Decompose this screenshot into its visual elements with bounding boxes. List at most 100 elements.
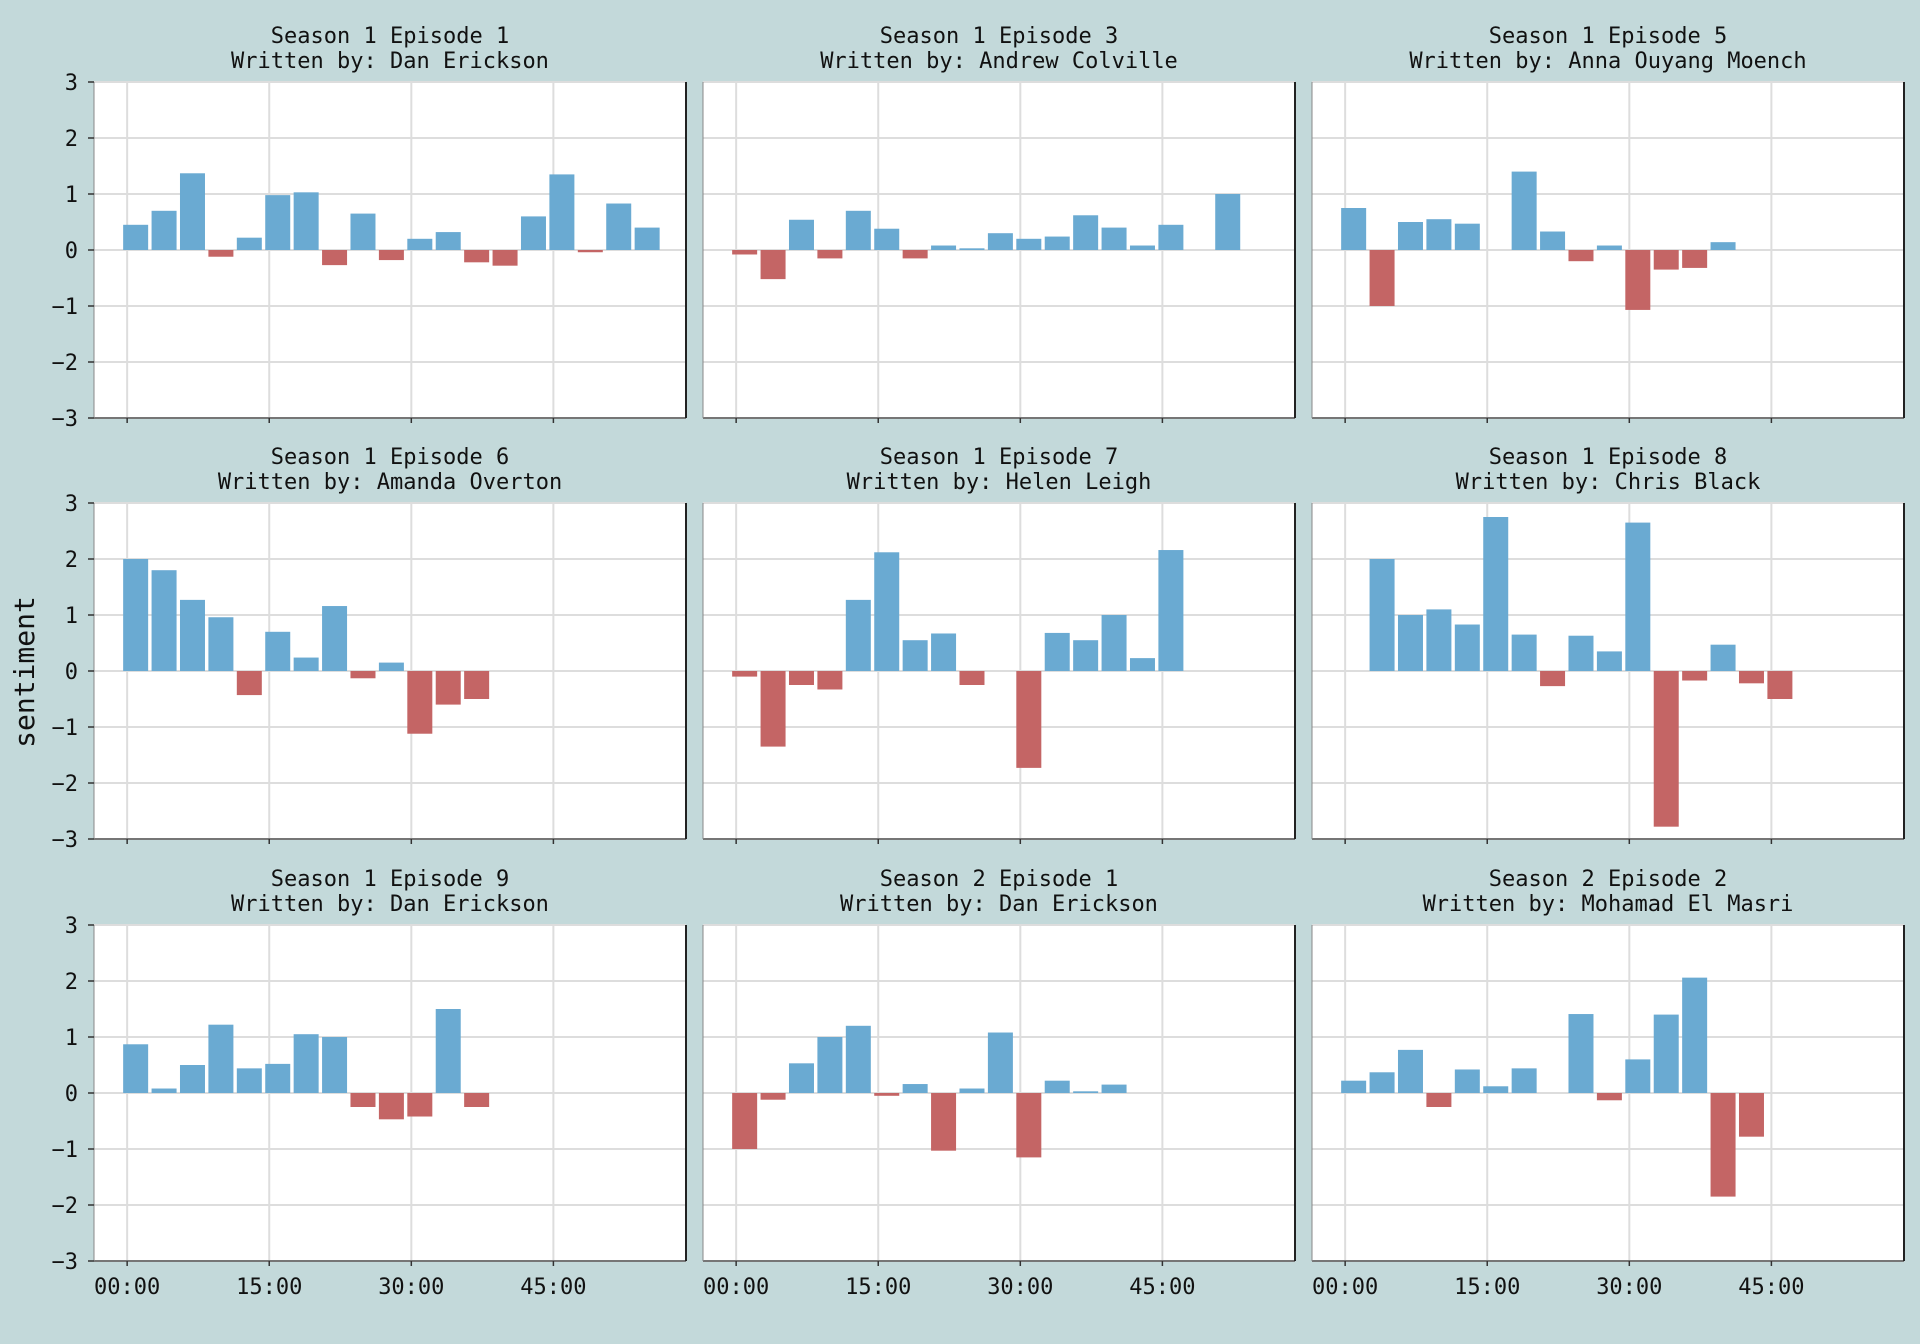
bar [151,210,177,250]
bar [732,671,758,677]
bar [1625,522,1651,671]
panel-subtitle: Written by: Mohamad El Masri [1423,892,1794,917]
bar [931,633,957,671]
bar [931,245,957,250]
bar [1682,671,1708,681]
bar [208,250,234,257]
bar [577,250,603,253]
panel-subtitle: Written by: Dan Erickson [840,892,1158,917]
bar [435,232,461,250]
y-tick-label: 0 [65,239,78,264]
bar [1454,1069,1480,1093]
panel-title: Season 1 Episode 5 [1489,24,1727,49]
bar [407,238,433,250]
bar [322,606,348,671]
bar [1158,224,1184,250]
bar [1073,1091,1099,1093]
y-tick-label: −1 [52,1138,79,1163]
bar [1738,1093,1764,1137]
panel-title: Season 1 Episode 1 [271,24,509,49]
bar [874,1093,900,1096]
bar [1653,671,1679,827]
y-tick-label: −1 [52,295,79,320]
bar [265,1063,291,1093]
bar [1016,1093,1042,1158]
panel-subtitle: Written by: Amanda Overton [218,470,562,495]
bar [606,203,632,250]
y-tick-label: 3 [65,914,78,939]
bar [265,195,291,250]
bar [1767,671,1793,699]
y-tick-label: 1 [65,1026,78,1051]
bar [350,213,376,250]
bar [179,1065,205,1093]
bar [1044,1080,1070,1093]
y-tick-label: 0 [65,660,78,685]
bar [817,1037,843,1093]
y-tick-label: 1 [65,183,78,208]
bar [208,1024,234,1093]
bar [788,219,814,250]
bar [1710,242,1736,250]
x-tick-label: 15:00 [1454,1275,1520,1300]
bar [874,228,900,250]
panel-subtitle: Written by: Andrew Colville [820,49,1178,74]
bar [236,1068,262,1093]
y-tick-label: −2 [52,1194,79,1219]
bar [1215,194,1241,250]
bar [151,570,177,671]
bar [407,671,433,734]
bar [874,552,900,671]
y-tick-label: −3 [52,1250,79,1275]
bar [902,1084,928,1093]
y-tick-label: −2 [52,351,79,376]
bar [1454,223,1480,250]
bar [464,1093,490,1107]
y-tick-label: 2 [65,970,78,995]
panel-title: Season 1 Episode 3 [880,24,1118,49]
bar [1738,671,1764,684]
bar [435,1009,461,1093]
bar [208,617,234,671]
y-tick-label: −3 [52,407,79,432]
x-tick-label: 45:00 [1738,1275,1804,1300]
y-tick-label: 1 [65,604,78,629]
panel-title: Season 1 Episode 9 [271,867,509,892]
bar [1653,250,1679,270]
bar [1454,624,1480,671]
bar [492,250,518,266]
y-tick-label: 2 [65,548,78,573]
bar [1369,1072,1395,1093]
bar [845,599,871,671]
bar [1341,1080,1367,1093]
bar [788,671,814,685]
y-tick-label: 2 [65,127,78,152]
bar [1540,671,1566,687]
bar [123,1044,149,1093]
x-tick-label: 00:00 [703,1275,769,1300]
panel-subtitle: Written by: Anna Ouyang Moench [1409,49,1806,74]
panel-subtitle: Written by: Chris Black [1456,470,1761,495]
bar [1101,615,1127,671]
bar [1596,651,1622,671]
y-tick-label: 3 [65,492,78,517]
bar [520,216,546,250]
bar [902,640,928,671]
bar [1568,635,1594,671]
panel-subtitle: Written by: Dan Erickson [231,49,549,74]
bar [123,559,149,671]
bar [1016,238,1042,250]
bar [1044,236,1070,250]
bar [1653,1014,1679,1093]
bar [987,1032,1013,1093]
bar [1511,1068,1537,1093]
bar [845,210,871,250]
bar [1016,671,1042,768]
y-axis-label: sentiment [8,596,41,748]
